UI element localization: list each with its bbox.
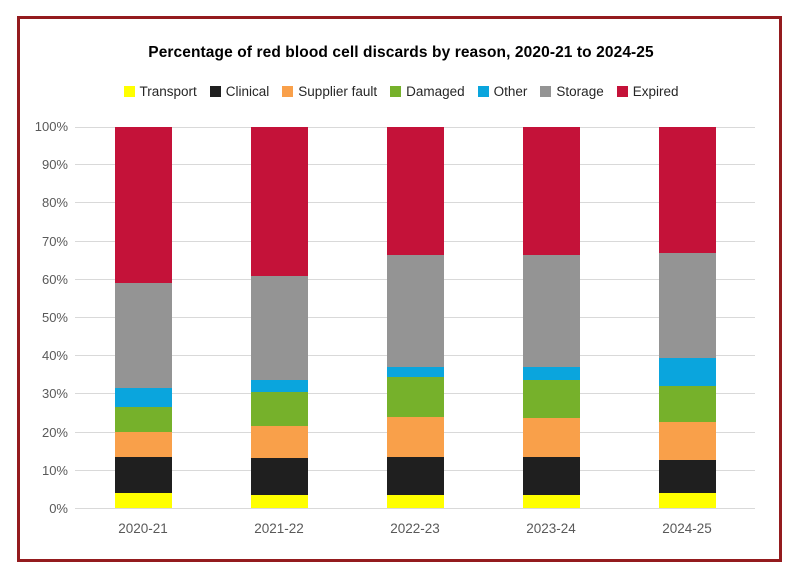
legend-item-transport: Transport: [123, 84, 197, 99]
bar-segment-clinical-2020-21: [114, 456, 172, 493]
bar-segment-clinical-2022-23: [386, 456, 444, 495]
x-axis-tick-2020-21: 2020-21: [118, 521, 168, 536]
bar-segment-supplier-fault-2024-25: [658, 422, 716, 461]
legend-label-storage: Storage: [556, 84, 604, 99]
y-axis-tick-40pct: 40%: [41, 348, 68, 363]
legend-swatch-damaged: [390, 86, 402, 97]
bar-segment-storage-2022-23: [386, 254, 444, 368]
chart-title: Percentage of red blood cell discards by…: [148, 44, 654, 61]
bar-segment-expired-2022-23: [386, 127, 444, 255]
bar-segment-expired-2020-21: [114, 127, 172, 284]
bar-segment-storage-2021-22: [250, 275, 308, 381]
bar-segment-other-2021-22: [250, 380, 308, 392]
legend-label-expired: Expired: [632, 84, 679, 99]
legend-label-clinical: Clinical: [225, 84, 270, 99]
y-axis-tick-50pct: 50%: [41, 310, 68, 325]
stacked-bar-2020-21: [114, 127, 172, 508]
bar-segment-damaged-2024-25: [658, 386, 716, 423]
bar-segment-clinical-2024-25: [658, 460, 716, 493]
x-axis-tick-2022-23: 2022-23: [390, 521, 440, 536]
bar-segment-transport-2024-25: [658, 492, 716, 508]
bar-segment-transport-2022-23: [386, 494, 444, 508]
y-axis-tick-90pct: 90%: [41, 157, 68, 172]
stacked-bar-2022-23: [386, 127, 444, 508]
legend-label-damaged: Damaged: [406, 84, 465, 99]
x-axis-tick-2023-24: 2023-24: [526, 521, 576, 536]
legend-item-other: Other: [477, 84, 528, 99]
bar-segment-storage-2023-24: [522, 254, 580, 368]
legend-label-supplier-fault: Supplier fault: [298, 84, 378, 99]
legend-label-other: Other: [493, 84, 528, 99]
bar-segment-expired-2023-24: [522, 127, 580, 255]
y-axis-tick-100pct: 100%: [34, 119, 68, 134]
bar-segment-expired-2021-22: [250, 127, 308, 276]
stacked-bar-2024-25: [658, 127, 716, 508]
bar-segment-clinical-2021-22: [250, 458, 308, 495]
legend-swatch-supplier-fault: [282, 86, 294, 97]
legend-swatch-expired: [616, 86, 628, 97]
bar-segment-damaged-2021-22: [250, 391, 308, 427]
bar-segment-other-2024-25: [658, 357, 716, 387]
bar-segment-storage-2024-25: [658, 252, 716, 358]
legend-swatch-clinical: [209, 86, 221, 97]
legend-swatch-other: [477, 86, 489, 97]
x-axis-tick-2024-25: 2024-25: [662, 521, 712, 536]
bar-segment-transport-2023-24: [522, 494, 580, 508]
legend-item-supplier-fault: Supplier fault: [282, 84, 377, 99]
plot-area: 0% 10% 20% 30% 40% 50% 60% 70% 80% 90% 100% 2020-21…: [35, 119, 755, 536]
bar-segment-transport-2020-21: [114, 492, 172, 508]
bar-segment-other-2023-24: [522, 367, 580, 381]
bar-segment-clinical-2023-24: [522, 456, 580, 495]
y-axis-tick-10pct: 10%: [41, 463, 68, 478]
y-axis-tick-30pct: 30%: [41, 386, 68, 401]
legend-item-expired: Expired: [616, 84, 679, 99]
legend-swatch-storage: [540, 86, 552, 97]
y-axis-tick-80pct: 80%: [41, 195, 68, 210]
y-axis-tick-20pct: 20%: [41, 425, 68, 440]
bar-segment-storage-2020-21: [114, 283, 172, 389]
bar-segment-supplier-fault-2021-22: [250, 426, 308, 459]
stacked-bar-2023-24: [522, 127, 580, 508]
legend-item-storage: Storage: [540, 84, 604, 99]
y-axis-tick-70pct: 70%: [41, 234, 68, 249]
y-axis-tick-60pct: 60%: [41, 272, 68, 287]
bar-segment-damaged-2023-24: [522, 380, 580, 419]
bar-segment-transport-2021-22: [250, 494, 308, 508]
bar-segment-supplier-fault-2020-21: [114, 431, 172, 457]
legend-swatch-transport: [123, 86, 135, 97]
stacked-bar-2021-22: [250, 127, 308, 508]
y-axis-tick-0pct: 0%: [49, 501, 68, 516]
bar-segment-other-2020-21: [114, 388, 172, 408]
legend: Transport Clinical Supplier fault Damaged Ot…: [20, 84, 782, 99]
gridline-0pct: [75, 508, 755, 509]
x-axis-tick-2021-22: 2021-22: [254, 521, 304, 536]
bar-segment-supplier-fault-2022-23: [386, 416, 444, 457]
bar-segment-expired-2024-25: [658, 127, 716, 253]
legend-label-transport: Transport: [139, 84, 197, 99]
bar-segment-damaged-2020-21: [114, 407, 172, 432]
legend-item-clinical: Clinical: [209, 84, 270, 99]
bar-segment-damaged-2022-23: [386, 376, 444, 417]
bar-segment-other-2022-23: [386, 367, 444, 377]
legend-item-damaged: Damaged: [390, 84, 465, 99]
bar-segment-supplier-fault-2023-24: [522, 418, 580, 457]
